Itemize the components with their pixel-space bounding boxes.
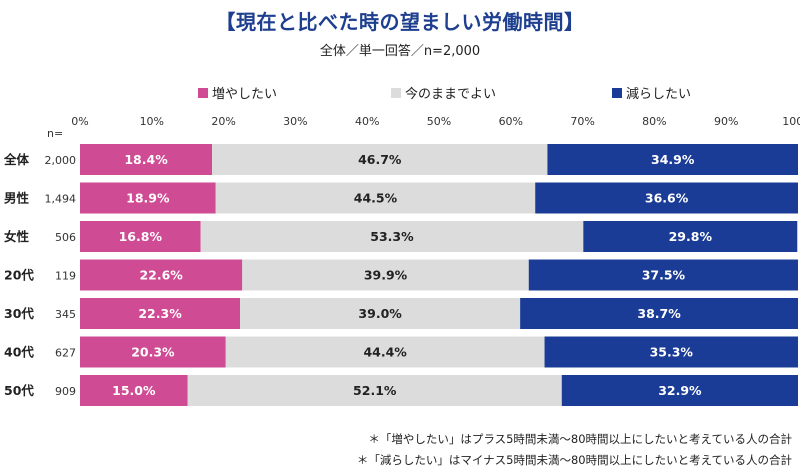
legend-swatch-increase [198, 87, 208, 98]
category-label: 20代 [4, 268, 34, 283]
legend-label-same: 今のままでよい [405, 87, 497, 102]
legend-item-increase: 増やしたい [198, 83, 277, 102]
category-label: 男性 [4, 191, 30, 206]
data-label-decrease: 34.9% [651, 152, 695, 167]
bar-segment-increase [80, 182, 216, 214]
x-tick-label: 0% [71, 115, 88, 128]
x-tick-label: 60% [499, 115, 523, 128]
data-label-increase: 18.4% [124, 152, 168, 167]
data-label-increase: 15.0% [112, 383, 156, 398]
bar-segment-increase [80, 259, 243, 291]
legend-item-same: 今のままでよい [391, 83, 496, 102]
data-label-increase: 16.8% [119, 229, 163, 244]
n-value: 1,494 [45, 193, 77, 206]
legend-swatch-same [391, 87, 401, 98]
category-label: 30代 [4, 306, 34, 321]
bar-segment-increase [80, 144, 213, 175]
n-value: 2,000 [45, 154, 77, 167]
data-label-increase: 22.6% [139, 268, 183, 283]
legend-label-increase: 増やしたい [212, 87, 278, 102]
x-tick-label: 90% [714, 115, 738, 128]
x-tick-label: 20% [211, 115, 235, 128]
category-label: 女性 [4, 229, 30, 244]
legend-swatch-decrease [612, 87, 622, 98]
bar-segment-same [187, 375, 562, 406]
bar-segment-same [215, 182, 536, 214]
x-tick-label: 40% [355, 115, 379, 128]
data-label-decrease: 32.9% [658, 383, 702, 398]
data-label-decrease: 38.7% [637, 306, 681, 321]
n-value: 506 [55, 231, 76, 244]
data-label-same: 53.3% [370, 229, 414, 244]
data-label-increase: 22.3% [138, 306, 182, 321]
bar-segment-same [200, 221, 584, 252]
data-label-decrease: 29.8% [669, 229, 713, 244]
data-label-same: 44.4% [363, 345, 407, 360]
data-label-same: 39.9% [364, 268, 408, 283]
x-tick-label: 50% [427, 115, 451, 128]
category-label: 50代 [4, 383, 34, 398]
data-label-decrease: 36.6% [645, 191, 689, 206]
bar-segment-decrease [520, 298, 798, 329]
chart-title: 【現在と比べた時の望ましい労働時間】 [215, 10, 585, 34]
stacked-bar-chart: 0% 10% 20% 30% 40% 50% 60% 70% 80% 90% 100% n= 全体 2,0… [3, 115, 800, 406]
footnote-decrease: ＊「減らしたい」はマイナス5時間未満～80時間以上にしたいと考えている人の合計 [356, 453, 792, 467]
x-tick-label: 10% [140, 115, 164, 128]
n-value: 909 [55, 385, 76, 398]
data-label-decrease: 37.5% [642, 268, 686, 283]
x-tick-label: 70% [570, 115, 594, 128]
bar-segment-decrease [535, 182, 798, 214]
x-tick-label: 30% [283, 115, 307, 128]
bar-segment-decrease [547, 144, 798, 175]
legend-item-decrease: 減らしたい [612, 83, 691, 102]
bar-segment-same [212, 144, 548, 175]
bar-segment-increase [80, 298, 241, 329]
bar-segment-increase [80, 336, 226, 368]
data-label-decrease: 35.3% [650, 345, 694, 360]
chart-subtitle: 全体／単一回答／n=2,000 [319, 44, 481, 59]
data-label-same: 44.5% [354, 191, 398, 206]
category-label: 全体 [3, 152, 30, 167]
data-label-same: 52.1% [353, 383, 397, 398]
footnote-increase: ＊「増やしたい」はプラス5時間未満～80時間以上にしたいと考えている人の合計 [368, 432, 792, 446]
bar-segment-decrease [561, 375, 798, 406]
legend: 増やしたい 今のままでよい 減らしたい [0, 83, 800, 102]
bar-segment-same [240, 298, 521, 329]
bar-segment-decrease [583, 221, 798, 252]
data-label-same: 46.7% [358, 152, 402, 167]
legend-label-decrease: 減らしたい [626, 87, 692, 102]
bar-segment-same [225, 336, 545, 368]
n-header: n= [47, 127, 63, 140]
bar-segment-decrease [528, 259, 798, 291]
data-label-same: 39.0% [358, 306, 402, 321]
bar-segment-decrease [544, 336, 798, 368]
data-label-increase: 20.3% [131, 345, 175, 360]
x-tick-label: 80% [642, 115, 666, 128]
bar-segment-increase [80, 221, 201, 252]
n-value: 627 [55, 347, 76, 360]
x-tick-label: 100% [782, 115, 800, 128]
bar-segment-increase [80, 375, 188, 406]
category-label: 40代 [4, 345, 34, 360]
n-value: 345 [55, 308, 76, 321]
bar-segment-same [242, 259, 529, 291]
n-value: 119 [55, 270, 76, 283]
data-label-increase: 18.9% [126, 191, 170, 206]
